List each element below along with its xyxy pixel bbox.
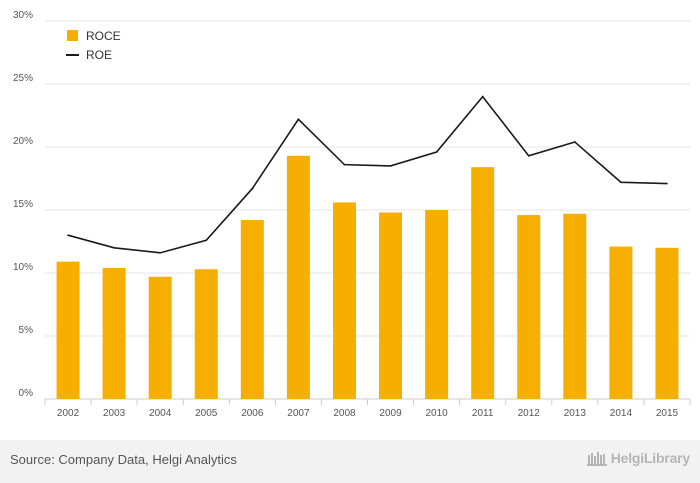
bar-roce: [286, 155, 310, 399]
point-roe: [620, 181, 622, 184]
bar-roce: [379, 212, 403, 399]
legend-label-roe: ROE: [86, 48, 112, 62]
footer-bar: Source: Company Data, Helgi Analytics He…: [0, 440, 700, 483]
x-tick-label: 2005: [195, 408, 218, 419]
x-tick-label: 2010: [425, 408, 448, 419]
line-roe: [67, 95, 667, 254]
x-tick-label: 2003: [103, 408, 126, 419]
brand-logo[interactable]: HelgiLibrary: [586, 449, 690, 467]
source-note: Source: Company Data, Helgi Analytics: [10, 452, 237, 467]
bar-roce: [148, 276, 172, 399]
bar-roce: [655, 247, 679, 399]
legend-label-roce: ROCE: [86, 29, 121, 43]
bar-roce: [517, 215, 541, 399]
bar-roce: [471, 167, 495, 399]
bar-roce: [102, 267, 126, 399]
bar-roce: [425, 210, 449, 399]
y-tick-label: 15%: [13, 199, 33, 210]
x-tick-label: 2008: [333, 408, 356, 419]
legend-swatch-roce: [67, 30, 78, 41]
y-tick-label: 10%: [13, 262, 33, 273]
x-tick-label: 2002: [57, 408, 80, 419]
bar-roce: [240, 220, 264, 399]
point-roe: [67, 234, 69, 236]
point-roe: [205, 239, 208, 242]
y-tick-label: 30%: [13, 10, 33, 21]
point-roe: [435, 151, 438, 153]
point-roe: [343, 163, 346, 166]
bar-roce: [563, 213, 587, 399]
point-roe: [113, 247, 115, 249]
x-tick-label: 2015: [656, 408, 679, 419]
x-tick-label: 2007: [287, 408, 310, 419]
x-tick-label: 2012: [518, 408, 541, 419]
y-tick-label: 20%: [13, 136, 33, 147]
chart-svg: 0% 5% 10% 15% 20% 25% 30% 2002 2003 2004 2005 2006 2…: [13, 10, 691, 419]
x-tick-label: 2009: [379, 408, 402, 419]
x-tick-label: 2014: [610, 408, 633, 419]
x-tick-label: 2004: [149, 408, 172, 419]
bar-roce: [56, 261, 80, 399]
bar-roce: [194, 269, 218, 399]
point-roe: [527, 155, 530, 157]
chart-area: 0% 5% 10% 15% 20% 25% 30% 2002 2003 2004 2005 2006 2…: [13, 10, 691, 419]
point-roe: [666, 182, 668, 185]
bar-roce: [332, 202, 356, 399]
point-roe: [389, 165, 392, 167]
x-tick-label: 2006: [241, 408, 264, 419]
y-tick-label: 5%: [19, 325, 34, 336]
bar-roce: [609, 246, 633, 399]
point-roe: [159, 252, 161, 254]
brand-name: HelgiLibrary: [610, 450, 690, 466]
x-tick-label: 2011: [472, 408, 494, 419]
point-roe: [251, 187, 254, 190]
y-tick-label: 25%: [13, 73, 33, 84]
point-roe: [297, 118, 300, 121]
point-roe: [481, 95, 484, 98]
y-tick-label: 0%: [19, 388, 34, 399]
point-roe: [574, 141, 576, 143]
x-tick-label: 2013: [564, 408, 587, 419]
library-icon: [586, 452, 607, 466]
